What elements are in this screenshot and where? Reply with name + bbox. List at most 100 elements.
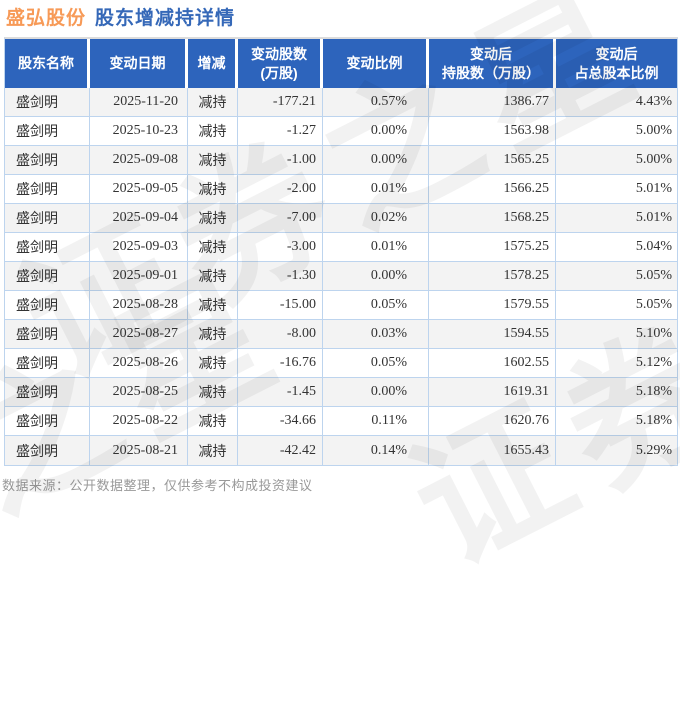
cell-change-ratio: 0.00%	[323, 378, 429, 407]
cell-change-shares: -16.76	[238, 349, 323, 378]
table-header-row: 股东名称 变动日期 增减 变动股数 (万股) 变动比例 变动后 持股数（万股） …	[5, 39, 677, 88]
cell-shares-after: 1579.55	[429, 291, 556, 320]
cell-ratio-after: 5.05%	[556, 291, 677, 320]
column-header-action: 增减	[188, 39, 238, 88]
column-header-change-date: 变动日期	[90, 39, 188, 88]
table-row: 盛剑明 2025-09-05 减持 -2.00 0.01% 1566.25 5.…	[5, 175, 677, 204]
table-row: 盛剑明 2025-08-22 减持 -34.66 0.11% 1620.76 5…	[5, 407, 677, 436]
column-header-shareholder-name: 股东名称	[5, 39, 90, 88]
cell-change-shares: -15.00	[238, 291, 323, 320]
cell-change-date: 2025-09-01	[90, 262, 188, 291]
cell-change-ratio: 0.14%	[323, 436, 429, 465]
cell-shareholder-name: 盛剑明	[5, 204, 90, 233]
cell-change-shares: -1.27	[238, 117, 323, 146]
cell-shareholder-name: 盛剑明	[5, 175, 90, 204]
cell-change-ratio: 0.01%	[323, 175, 429, 204]
table-row: 盛剑明 2025-08-25 减持 -1.45 0.00% 1619.31 5.…	[5, 378, 677, 407]
shareholder-change-table: 股东名称 变动日期 增减 变动股数 (万股) 变动比例 变动后 持股数（万股） …	[4, 37, 678, 466]
table-row: 盛剑明 2025-09-04 减持 -7.00 0.02% 1568.25 5.…	[5, 204, 677, 233]
table-body: 盛剑明 2025-11-20 减持 -177.21 0.57% 1386.77 …	[5, 88, 677, 465]
cell-ratio-after: 5.10%	[556, 320, 677, 349]
cell-change-date: 2025-08-22	[90, 407, 188, 436]
cell-shareholder-name: 盛剑明	[5, 117, 90, 146]
cell-ratio-after: 4.43%	[556, 88, 677, 117]
cell-shareholder-name: 盛剑明	[5, 146, 90, 175]
cell-shareholder-name: 盛剑明	[5, 88, 90, 117]
cell-change-shares: -2.00	[238, 175, 323, 204]
cell-shares-after: 1566.25	[429, 175, 556, 204]
cell-change-shares: -1.00	[238, 146, 323, 175]
cell-change-date: 2025-08-28	[90, 291, 188, 320]
cell-change-shares: -42.42	[238, 436, 323, 465]
cell-shareholder-name: 盛剑明	[5, 378, 90, 407]
table-row: 盛剑明 2025-08-27 减持 -8.00 0.03% 1594.55 5.…	[5, 320, 677, 349]
cell-change-ratio: 0.05%	[323, 291, 429, 320]
cell-ratio-after: 5.18%	[556, 407, 677, 436]
cell-change-shares: -177.21	[238, 88, 323, 117]
cell-action: 减持	[188, 233, 238, 262]
cell-change-date: 2025-08-27	[90, 320, 188, 349]
table-row: 盛剑明 2025-08-26 减持 -16.76 0.05% 1602.55 5…	[5, 349, 677, 378]
cell-ratio-after: 5.01%	[556, 204, 677, 233]
cell-shareholder-name: 盛剑明	[5, 262, 90, 291]
cell-action: 减持	[188, 204, 238, 233]
column-header-ratio-after: 变动后 占总股本比例	[556, 39, 677, 88]
cell-shares-after: 1563.98	[429, 117, 556, 146]
table-row: 盛剑明 2025-09-03 减持 -3.00 0.01% 1575.25 5.…	[5, 233, 677, 262]
cell-change-date: 2025-09-04	[90, 204, 188, 233]
cell-ratio-after: 5.01%	[556, 175, 677, 204]
cell-change-date: 2025-09-03	[90, 233, 188, 262]
cell-action: 减持	[188, 117, 238, 146]
column-header-change-shares: 变动股数 (万股)	[238, 39, 323, 88]
cell-change-date: 2025-08-21	[90, 436, 188, 465]
cell-action: 减持	[188, 262, 238, 291]
cell-change-date: 2025-11-20	[90, 88, 188, 117]
cell-change-shares: -7.00	[238, 204, 323, 233]
cell-shares-after: 1619.31	[429, 378, 556, 407]
cell-shareholder-name: 盛剑明	[5, 320, 90, 349]
cell-shares-after: 1578.25	[429, 262, 556, 291]
cell-ratio-after: 5.05%	[556, 262, 677, 291]
cell-change-shares: -34.66	[238, 407, 323, 436]
column-header-change-ratio: 变动比例	[323, 39, 429, 88]
cell-action: 减持	[188, 291, 238, 320]
cell-shareholder-name: 盛剑明	[5, 436, 90, 465]
cell-change-ratio: 0.00%	[323, 117, 429, 146]
cell-shareholder-name: 盛剑明	[5, 407, 90, 436]
cell-change-shares: -1.30	[238, 262, 323, 291]
cell-change-shares: -1.45	[238, 378, 323, 407]
cell-change-date: 2025-08-25	[90, 378, 188, 407]
cell-change-ratio: 0.00%	[323, 262, 429, 291]
cell-ratio-after: 5.00%	[556, 117, 677, 146]
cell-ratio-after: 5.04%	[556, 233, 677, 262]
data-source-note: 数据来源：公开数据整理，仅供参考不构成投资建议	[2, 478, 313, 493]
cell-action: 减持	[188, 436, 238, 465]
cell-change-ratio: 0.02%	[323, 204, 429, 233]
cell-shares-after: 1565.25	[429, 146, 556, 175]
cell-shares-after: 1568.25	[429, 204, 556, 233]
cell-action: 减持	[188, 146, 238, 175]
page-title: 盛弘股份 股东增减持详情	[6, 3, 235, 30]
cell-change-ratio: 0.05%	[323, 349, 429, 378]
cell-change-ratio: 0.11%	[323, 407, 429, 436]
cell-ratio-after: 5.18%	[556, 378, 677, 407]
cell-change-date: 2025-10-23	[90, 117, 188, 146]
table-row: 盛剑明 2025-10-23 减持 -1.27 0.00% 1563.98 5.…	[5, 117, 677, 146]
table-row: 盛剑明 2025-09-01 减持 -1.30 0.00% 1578.25 5.…	[5, 262, 677, 291]
cell-shareholder-name: 盛剑明	[5, 233, 90, 262]
cell-action: 减持	[188, 175, 238, 204]
column-header-shares-after: 变动后 持股数（万股）	[429, 39, 556, 88]
company-name: 盛弘股份	[6, 8, 87, 29]
cell-action: 减持	[188, 349, 238, 378]
cell-action: 减持	[188, 320, 238, 349]
cell-shares-after: 1594.55	[429, 320, 556, 349]
cell-shares-after: 1602.55	[429, 349, 556, 378]
cell-change-date: 2025-09-05	[90, 175, 188, 204]
cell-action: 减持	[188, 378, 238, 407]
cell-shares-after: 1620.76	[429, 407, 556, 436]
cell-ratio-after: 5.12%	[556, 349, 677, 378]
cell-action: 减持	[188, 88, 238, 117]
cell-change-date: 2025-09-08	[90, 146, 188, 175]
cell-shareholder-name: 盛剑明	[5, 291, 90, 320]
